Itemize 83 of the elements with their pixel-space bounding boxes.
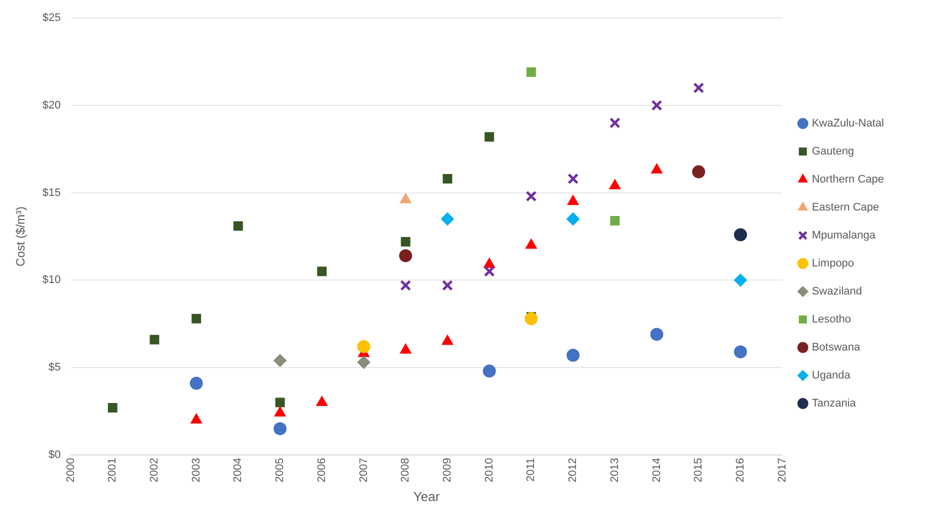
- point: [567, 195, 579, 206]
- point: [484, 258, 496, 268]
- point: [192, 314, 202, 324]
- point: [442, 174, 452, 184]
- point: [651, 164, 662, 174]
- legend-label: KwaZulu-Natal: [812, 118, 884, 130]
- point: [400, 193, 412, 204]
- y-tick-label: $5: [48, 362, 61, 374]
- point: [484, 132, 494, 142]
- point: [357, 356, 370, 369]
- legend-label: Mpumalanga: [812, 230, 876, 242]
- point: [275, 398, 285, 408]
- x-tick-label: 2009: [442, 458, 454, 482]
- x-tick-label: 2001: [106, 458, 119, 482]
- legend-label: Tanzania: [812, 398, 857, 410]
- y-tick-label: $10: [42, 274, 61, 286]
- point: [400, 280, 412, 291]
- x-axis-title: Year: [413, 488, 440, 504]
- point: [610, 216, 620, 226]
- legend-label: Limpopo: [812, 258, 854, 270]
- point: [609, 117, 620, 128]
- legend-label: Northern Cape: [812, 174, 884, 186]
- x-tick-label: 2013: [608, 458, 621, 482]
- point: [692, 165, 706, 178]
- point: [190, 376, 203, 390]
- y-tick-label: $20: [42, 99, 61, 112]
- x-tick-label: 2002: [148, 458, 160, 482]
- point: [568, 173, 579, 184]
- x-tick-label: 2014: [650, 458, 663, 482]
- point: [400, 344, 412, 354]
- point: [274, 422, 287, 436]
- point: [484, 266, 495, 277]
- point: [566, 348, 580, 362]
- point: [400, 236, 410, 246]
- point: [274, 354, 287, 368]
- x-tick-label: 2015: [692, 458, 705, 482]
- x-tick-label: 2016: [734, 458, 747, 482]
- point: [440, 212, 454, 226]
- point: [526, 238, 537, 249]
- point: [609, 179, 621, 190]
- point: [526, 67, 536, 77]
- point: [734, 274, 747, 287]
- y-tick-label: $0: [48, 448, 61, 461]
- legend-label: Lesotho: [812, 314, 852, 326]
- legend-label: Botswana: [812, 342, 862, 354]
- legend-label: Eastern Cape: [812, 202, 880, 214]
- point: [316, 396, 328, 406]
- point: [233, 221, 243, 231]
- point: [482, 364, 496, 378]
- point: [150, 334, 160, 344]
- point: [357, 340, 370, 354]
- legend-label: Swaziland: [812, 286, 862, 298]
- point: [108, 403, 118, 412]
- x-tick-label: 2017: [776, 458, 788, 482]
- x-tick-label: 2000: [64, 458, 77, 482]
- point: [734, 345, 747, 358]
- x-tick-label: 2012: [567, 458, 580, 482]
- point: [693, 82, 704, 94]
- y-tick-label: $25: [42, 12, 61, 24]
- point: [650, 328, 664, 341]
- point: [526, 190, 537, 202]
- y-axis-title: Cost ($/m³): [14, 206, 28, 266]
- x-tick-label: 2007: [358, 458, 370, 482]
- x-tick-label: 2005: [274, 458, 286, 482]
- point: [442, 334, 454, 345]
- x-tick-label: 2008: [400, 458, 412, 482]
- point: [399, 249, 412, 262]
- point: [651, 100, 662, 111]
- point: [734, 228, 747, 242]
- point: [524, 312, 538, 326]
- point: [566, 212, 580, 226]
- x-tick-label: 2003: [190, 458, 202, 482]
- point: [274, 406, 286, 416]
- y-tick-label: $15: [42, 186, 61, 199]
- x-tick-label: 2011: [525, 458, 538, 482]
- x-tick-label: 2006: [316, 458, 328, 482]
- legend-label: Gauteng: [812, 146, 854, 158]
- point: [442, 280, 453, 291]
- point: [317, 266, 327, 276]
- x-tick-label: 2004: [232, 458, 244, 482]
- legend-label: Uganda: [812, 370, 852, 382]
- x-tick-label: 2010: [483, 458, 496, 482]
- point: [190, 413, 202, 424]
